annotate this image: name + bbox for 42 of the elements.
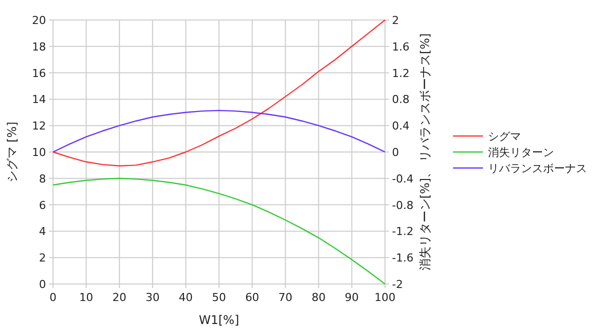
y-tick-label: 8 (39, 172, 46, 186)
y2-tick-label: -1.6 (392, 252, 414, 265)
x-tick-label: 70 (278, 291, 292, 304)
y-tick-label: 6 (39, 198, 46, 212)
x-tick-label: 30 (146, 291, 160, 304)
y-tick-label: 0 (39, 278, 46, 291)
y2-tick-label: 1.2 (392, 66, 410, 80)
line-series (52, 110, 386, 153)
y-tick-label: 20 (32, 14, 46, 27)
x-tick-label: 0 (50, 291, 56, 304)
legend-label: シグマ (488, 130, 521, 143)
y2-tick-label: 0 (392, 146, 399, 159)
y2-axis-title: 消失リターン[%]、 リバランスボーナス[%] (418, 33, 432, 271)
line-series (52, 19, 386, 166)
y-tick-label: 10 (32, 146, 46, 159)
y2-tick-label: -0.8 (392, 198, 414, 212)
x-tick-label: 100 (374, 291, 396, 304)
legend-label: リバランスボーナス (488, 162, 587, 175)
y2-tick-label: -0.4 (392, 172, 414, 186)
y-tick-label: 14 (32, 93, 46, 106)
y-tick-label: 12 (32, 120, 46, 133)
line-series (52, 178, 386, 285)
legend-label: 消失リターン (488, 146, 554, 159)
y-tick-label: 2 (39, 252, 46, 265)
y2-tick-label: 0.8 (392, 93, 410, 106)
x-tick-label: 80 (312, 291, 326, 304)
x-axis-title: W1[%] (198, 313, 240, 327)
x-tick-label: 10 (79, 291, 94, 304)
y2-tick-label: 2 (392, 14, 399, 27)
x-tick-label: 90 (344, 291, 359, 304)
x-tick-label: 20 (112, 291, 126, 304)
y-tick-label: 4 (39, 225, 46, 238)
y-axis-title: シグマ [%] (5, 122, 19, 182)
x-tick-label: 40 (178, 291, 193, 304)
y2-tick-label: 0.4 (392, 120, 410, 133)
y-tick-label: 18 (32, 40, 46, 54)
y2-tick-label: -1.2 (392, 225, 414, 238)
y2-tick-label: -2 (392, 278, 403, 291)
x-tick-label: 50 (212, 291, 226, 304)
x-tick-label: 60 (245, 291, 260, 304)
y-tick-label: 16 (32, 66, 46, 80)
y2-tick-label: 1.6 (392, 40, 410, 54)
